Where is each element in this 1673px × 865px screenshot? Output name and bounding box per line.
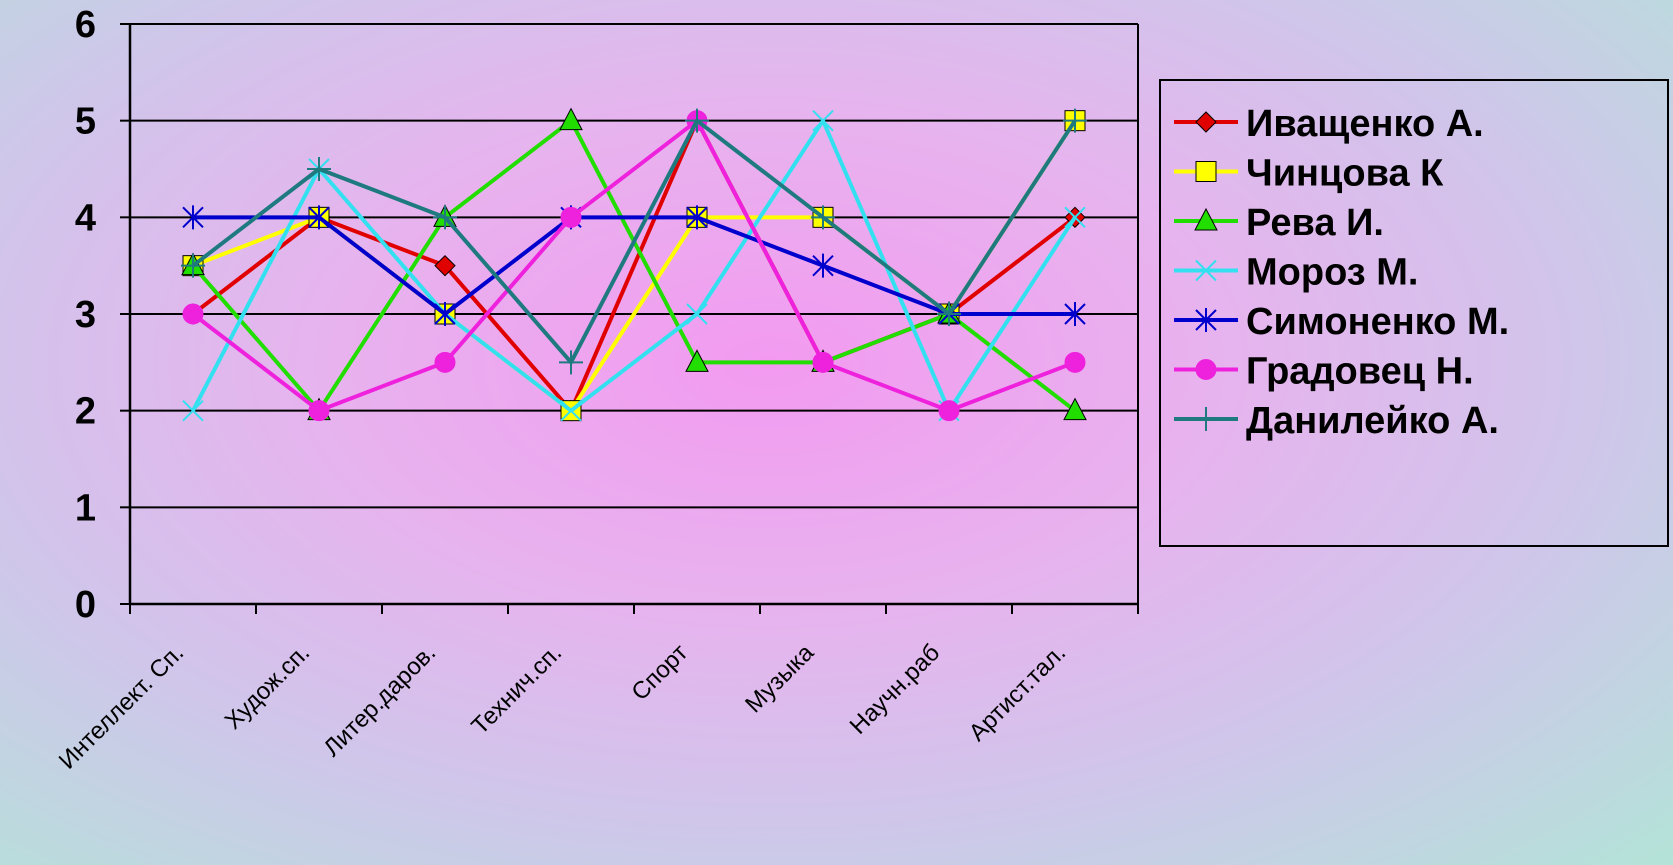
data-point-6-5 xyxy=(811,205,835,230)
x-tick-label-6: Научн.раб xyxy=(845,639,946,740)
data-point-2-4 xyxy=(685,349,709,372)
legend-marker-6 xyxy=(1194,407,1218,431)
data-point-5-5 xyxy=(812,351,834,373)
series-line-0 xyxy=(191,118,1077,413)
legend-marker-3 xyxy=(1195,259,1217,282)
legend-item-6: Данилейко А. xyxy=(1174,400,1499,442)
data-point-5-1 xyxy=(308,400,330,422)
legend-item-2: Рева И. xyxy=(1174,202,1384,244)
series-lines xyxy=(181,107,1087,422)
series-4 xyxy=(182,205,1086,326)
legend-label-2: Рева И. xyxy=(1246,202,1384,244)
legend-box xyxy=(1159,79,1669,547)
y-tick-label-5: 5 xyxy=(75,101,96,143)
data-point-4-7 xyxy=(1064,302,1086,326)
x-tick-label-3: Технич.сп. xyxy=(466,639,567,740)
legend-label-1: Чинцова К xyxy=(1246,153,1444,195)
series-5 xyxy=(182,110,1086,422)
data-point-6-6 xyxy=(937,302,961,326)
data-point-5-7 xyxy=(1064,351,1086,373)
data-point-2-3 xyxy=(559,107,583,131)
data-point-5-2 xyxy=(434,351,456,373)
legend-marker-1 xyxy=(1195,161,1217,182)
data-point-0-2 xyxy=(434,254,456,277)
data-point-5-0 xyxy=(182,303,204,325)
legend-label-0: Иващенко А. xyxy=(1246,103,1484,145)
legend-marker-4 xyxy=(1195,308,1217,332)
legend-item-3: Мороз М. xyxy=(1174,252,1418,294)
data-point-4-4 xyxy=(686,205,708,230)
series-line-5 xyxy=(191,118,1076,413)
data-point-6-4 xyxy=(685,108,709,133)
y-tick-label-4: 4 xyxy=(75,197,96,239)
legend-item-4: Симоненко М. xyxy=(1174,301,1509,343)
y-tick-label-0: 0 xyxy=(75,584,96,626)
data-point-2-7 xyxy=(1063,397,1087,421)
data-point-3-5 xyxy=(812,109,834,132)
data-point-6-0 xyxy=(181,253,205,278)
y-tick-label-3: 3 xyxy=(75,294,96,336)
data-point-4-5 xyxy=(812,253,834,278)
legend-item-5: Градовец Н. xyxy=(1174,351,1474,393)
legend-marker-5 xyxy=(1195,359,1217,380)
data-point-4-0 xyxy=(182,205,204,230)
series-line-3 xyxy=(191,118,1077,413)
data-point-3-3 xyxy=(560,399,582,422)
x-tick-label-4: Спорт xyxy=(626,639,693,706)
legend-item-1: Чинцова К xyxy=(1174,153,1444,195)
legend-label-5: Градовец Н. xyxy=(1246,351,1474,393)
data-point-4-1 xyxy=(308,205,330,230)
data-point-5-6 xyxy=(938,400,960,422)
data-point-5-3 xyxy=(560,206,582,228)
data-point-4-2 xyxy=(434,302,456,326)
data-point-3-0 xyxy=(182,399,204,422)
data-point-3-4 xyxy=(686,303,708,325)
legend-label-6: Данилейко А. xyxy=(1246,400,1499,442)
x-axis-ticks: Интеллект. Сп. Худож.сп. Литер.даров. Техни… xyxy=(54,604,1139,775)
x-tick-label-7: Артист.тал. xyxy=(964,639,1071,746)
data-point-6-1 xyxy=(307,157,331,181)
y-tick-label-6: 6 xyxy=(75,4,96,46)
legend-item-0: Иващенко А. xyxy=(1174,103,1484,145)
x-tick-label-1: Худож.сп. xyxy=(220,639,316,735)
legend-label-3: Мороз М. xyxy=(1246,252,1418,294)
y-tick-label-1: 1 xyxy=(75,487,96,529)
x-tick-label-2: Литер.даров. xyxy=(318,639,441,762)
series-line-6 xyxy=(191,118,1077,365)
series-6 xyxy=(181,108,1087,375)
data-point-6-7 xyxy=(1063,108,1087,133)
x-tick-label-5: Музыка xyxy=(740,639,820,719)
series-line-4 xyxy=(193,215,1075,316)
legend-label-4: Симоненко М. xyxy=(1246,301,1509,343)
legend-marker-0 xyxy=(1195,111,1217,133)
data-point-3-7 xyxy=(1064,206,1086,229)
legend-marker-2 xyxy=(1194,207,1218,231)
data-point-6-2 xyxy=(433,205,457,230)
legend: Иващенко А. Чинцова К Рева И. Мороз М. Симон… xyxy=(1159,79,1669,547)
data-point-6-3 xyxy=(559,350,583,375)
y-tick-label-2: 2 xyxy=(75,391,96,433)
y-axis-ticks: 0 1 2 3 4 5 6 xyxy=(75,4,130,626)
x-tick-label-0: Интеллект. Сп. xyxy=(54,639,189,774)
